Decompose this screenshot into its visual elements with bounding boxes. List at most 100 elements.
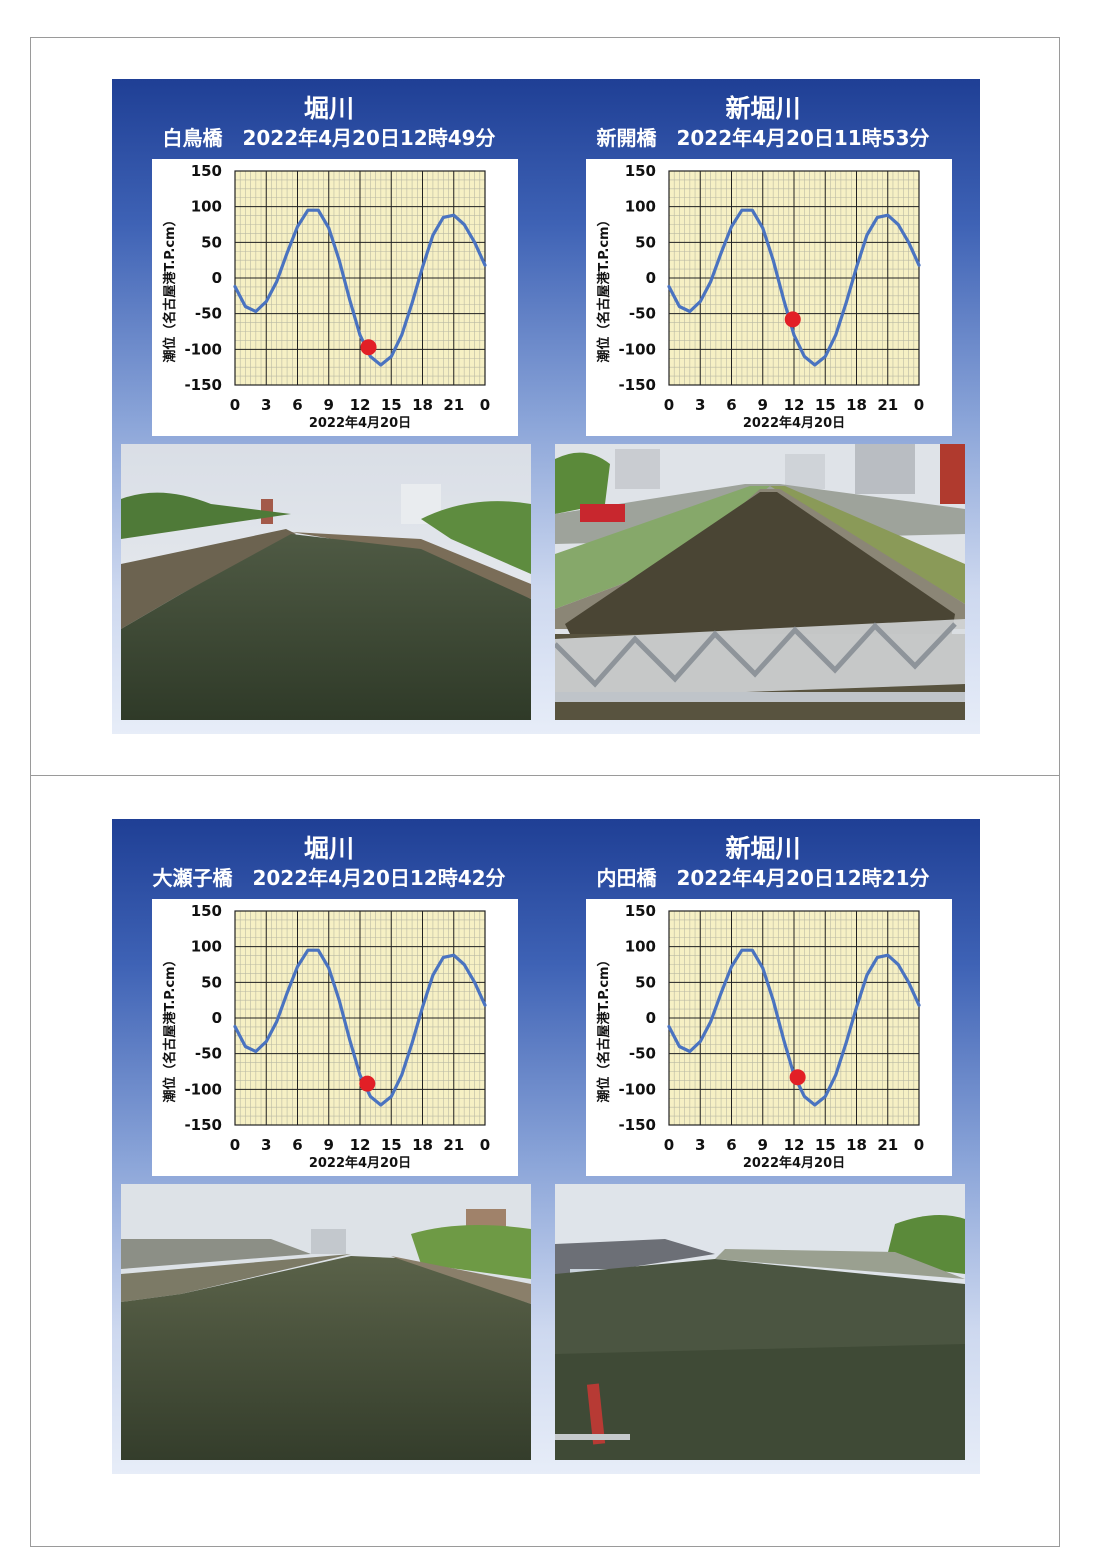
observation-marker [784, 311, 801, 328]
page-frame [30, 37, 1060, 1547]
x-tick-label: 3 [261, 396, 271, 414]
x-tick-label: 0 [230, 396, 240, 414]
y-tick-label: 100 [191, 938, 222, 956]
tide-chart-card: 150 100 50 0 -50 -100 -150 0 3 6 9 12 15 18 21 0 2022年4月… [152, 899, 518, 1176]
plot-grid [668, 170, 920, 386]
x-tick-label: 3 [261, 1136, 271, 1154]
x-tick-label: 0 [480, 1136, 490, 1154]
x-tick-label: 6 [292, 396, 302, 414]
plot-border [668, 910, 920, 1126]
x-tick-label: 9 [324, 396, 334, 414]
x-tick-label: 15 [381, 396, 402, 414]
x-tick-label: 21 [877, 1136, 898, 1154]
y-axis-label: 潮位（名古屋港T.P.cm） [162, 213, 178, 362]
harbor-photo-image [555, 1184, 965, 1460]
x-tick-label: 21 [877, 396, 898, 414]
y-tick-label: -100 [184, 340, 222, 358]
x-tick-label: 12 [784, 396, 805, 414]
x-tick-label: 15 [381, 1136, 402, 1154]
y-tick-label: -50 [195, 1045, 222, 1063]
x-tick-label: 0 [914, 396, 924, 414]
plot-border [234, 170, 486, 386]
y-tick-label: 0 [646, 1009, 656, 1027]
x-tick-label: 12 [784, 1136, 805, 1154]
bridge-caption: 内田橋 2022年4月20日12時21分 [596, 866, 930, 890]
y-tick-label: 100 [625, 938, 656, 956]
y-tick-label: -150 [184, 1116, 222, 1134]
river-photo-image [121, 444, 531, 720]
tide-chart-card: 150 100 50 0 -50 -100 -150 0 3 6 9 12 15 18 21 0 2022年4月… [586, 899, 952, 1176]
y-tick-label: 50 [635, 973, 656, 991]
x-tick-label: 6 [292, 1136, 302, 1154]
x-axis-label: 2022年4月20日 [309, 1155, 411, 1171]
observation-marker [360, 339, 377, 356]
y-tick-label: 100 [625, 198, 656, 216]
river-view-photo [121, 1184, 531, 1460]
x-tick-label: 0 [664, 396, 674, 414]
observation-marker [789, 1069, 806, 1086]
y-tick-label: -100 [618, 1080, 656, 1098]
tide-curve [233, 948, 487, 1107]
bridge-caption: 白鳥橋 2022年4月20日12時49分 [162, 126, 496, 150]
x-tick-label: 18 [412, 1136, 433, 1154]
y-tick-label: 0 [212, 1009, 222, 1027]
x-tick-label: 9 [758, 1136, 768, 1154]
x-tick-label: 6 [726, 396, 736, 414]
y-tick-label: 100 [191, 198, 222, 216]
tide-chart-card: 150 100 50 0 -50 -100 -150 0 3 6 9 12 15 18 21 0 2022年4月… [586, 159, 952, 436]
tide-chart: 150 100 50 0 -50 -100 -150 0 3 6 9 12 15 18 21 0 2022年4月… [596, 902, 924, 1171]
y-tick-label: -100 [184, 1080, 222, 1098]
y-tick-label: -50 [629, 1045, 656, 1063]
tide-chart: 150 100 50 0 -50 -100 -150 0 3 6 9 12 15 18 21 0 2022年4月… [596, 162, 924, 431]
x-tick-label: 21 [443, 396, 464, 414]
y-tick-label: -100 [618, 340, 656, 358]
tide-curve [233, 208, 487, 367]
y-tick-label: -50 [195, 305, 222, 323]
x-tick-label: 0 [480, 396, 490, 414]
y-tick-label: 0 [646, 269, 656, 287]
river-name: 堀川 [303, 834, 354, 863]
y-tick-label: -150 [618, 1116, 656, 1134]
x-tick-label: 15 [815, 396, 836, 414]
canal-view-photo [555, 444, 965, 720]
panel-1-left-column: 堀川 白鳥橋 2022年4月20日12時49分 150 100 50 0 -50 -100… [112, 79, 546, 734]
x-tick-label: 0 [664, 1136, 674, 1154]
x-axis-label: 2022年4月20日 [743, 415, 845, 431]
panel-2-left-column: 堀川 大瀬子橋 2022年4月20日12時42分 150 100 50 0 -50 -10… [112, 819, 546, 1474]
river-view-photo [121, 444, 531, 720]
y-tick-label: -50 [629, 305, 656, 323]
tide-curve [667, 208, 921, 367]
canal-photo-image [555, 444, 965, 720]
x-tick-label: 6 [726, 1136, 736, 1154]
tide-panel-2: 堀川 大瀬子橋 2022年4月20日12時42分 150 100 50 0 -50 -10… [112, 819, 980, 1474]
y-tick-label: 150 [625, 902, 656, 920]
y-tick-label: 150 [191, 902, 222, 920]
plot-border [234, 910, 486, 1126]
x-tick-label: 21 [443, 1136, 464, 1154]
x-tick-label: 18 [846, 396, 867, 414]
panel-2-right-column: 新堀川 内田橋 2022年4月20日12時21分 150 100 50 0 -50 -10… [546, 819, 980, 1474]
y-tick-label: 150 [191, 162, 222, 180]
x-tick-label: 9 [758, 396, 768, 414]
y-tick-label: 0 [212, 269, 222, 287]
river-name: 堀川 [303, 94, 354, 123]
x-tick-label: 18 [846, 1136, 867, 1154]
y-tick-label: 50 [201, 973, 222, 991]
y-tick-label: 50 [201, 233, 222, 251]
x-tick-label: 15 [815, 1136, 836, 1154]
river-name: 新堀川 [725, 834, 801, 863]
bridge-caption: 新開橋 2022年4月20日11時53分 [596, 126, 930, 150]
y-axis-label: 潮位（名古屋港T.P.cm） [162, 953, 178, 1102]
x-tick-label: 3 [695, 396, 705, 414]
river-name: 新堀川 [725, 94, 801, 123]
river-photo-image [121, 1184, 531, 1460]
y-tick-label: 150 [625, 162, 656, 180]
tide-panel-1: 堀川 白鳥橋 2022年4月20日12時49分 150 100 50 0 -50 -100… [112, 79, 980, 734]
x-tick-label: 0 [914, 1136, 924, 1154]
y-axis-label: 潮位（名古屋港T.P.cm） [596, 213, 612, 362]
x-axis-label: 2022年4月20日 [309, 415, 411, 431]
plot-border [668, 170, 920, 386]
tide-chart: 150 100 50 0 -50 -100 -150 0 3 6 9 12 15 18 21 0 2022年4月… [162, 162, 490, 431]
x-axis-label: 2022年4月20日 [743, 1155, 845, 1171]
tide-chart-card: 150 100 50 0 -50 -100 -150 0 3 6 9 12 15 18 21 0 2022年4月… [152, 159, 518, 436]
